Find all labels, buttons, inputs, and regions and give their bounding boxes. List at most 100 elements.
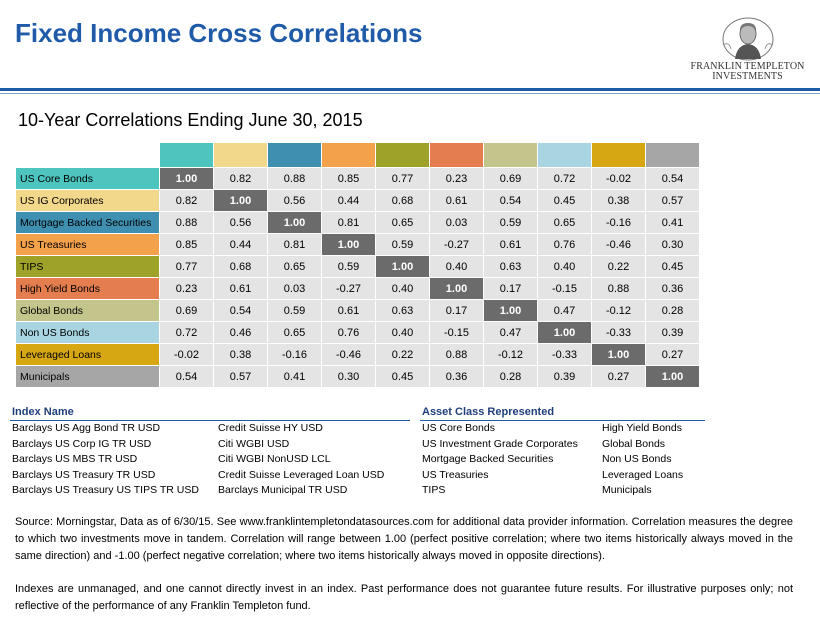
correlation-matrix: US Core Bonds 1.00 0.82 0.88 0.85 0.77 0.23 0.6… — [15, 142, 700, 388]
row-label: TIPS — [15, 255, 160, 278]
correlation-cell: -0.46 — [321, 343, 376, 366]
asset-class-item: US Treasuries — [422, 468, 489, 481]
correlation-cell: 0.69 — [159, 299, 214, 322]
correlation-cell: 0.68 — [213, 255, 268, 278]
row-label: Leveraged Loans — [15, 343, 160, 366]
index-name-item: Barclays US Corp IG TR USD — [12, 437, 152, 450]
correlation-cell: -0.02 — [159, 343, 214, 366]
asset-class-heading: Asset Class Represented — [422, 406, 555, 418]
correlation-cell: 0.59 — [483, 211, 538, 234]
correlation-cell: 0.17 — [483, 277, 538, 300]
asset-class-item: US Core Bonds — [422, 422, 495, 434]
source-note: Source: Morningstar, Data as of 6/30/15.… — [15, 516, 793, 562]
column-color-header — [159, 142, 214, 168]
correlation-cell: 0.30 — [645, 233, 700, 256]
correlation-cell: 0.40 — [375, 321, 430, 344]
diagonal-cell: 1.00 — [267, 211, 322, 234]
asset-class-item: TIPS — [422, 484, 446, 497]
correlation-cell: 0.61 — [213, 277, 268, 300]
correlation-cell: 0.82 — [159, 189, 214, 212]
correlation-cell: 0.23 — [159, 277, 214, 300]
row-label: High Yield Bonds — [15, 277, 160, 300]
correlation-cell: -0.46 — [591, 233, 646, 256]
correlation-cell: 0.77 — [159, 255, 214, 278]
row-label: US IG Corporates — [15, 189, 160, 212]
column-color-header — [321, 142, 376, 168]
index-name-item: Barclays US MBS TR USD — [12, 453, 138, 466]
matrix-row: Mortgage Backed Securities 0.88 0.56 1.00 0.… — [15, 211, 700, 234]
correlation-cell: 0.47 — [483, 321, 538, 344]
asset-class-item: Non US Bonds — [602, 453, 672, 466]
correlation-cell: 0.30 — [321, 365, 376, 388]
correlation-cell: -0.15 — [537, 277, 592, 300]
correlation-cell: 0.72 — [537, 167, 592, 190]
index-name-item: Citi WGBI USD — [218, 437, 290, 450]
correlation-cell: 0.54 — [645, 167, 700, 190]
correlation-cell: 0.28 — [483, 365, 538, 388]
correlation-cell: 0.69 — [483, 167, 538, 190]
matrix-row: Leveraged Loans -0.02 0.38 -0.16 -0.46 0.22 0.… — [15, 343, 700, 366]
correlation-cell: 0.63 — [483, 255, 538, 278]
correlation-cell: 0.17 — [429, 299, 484, 322]
asset-class-rule — [420, 420, 705, 421]
matrix-row: US Treasuries 0.85 0.44 0.81 1.00 0.59 -0.27 0.… — [15, 233, 700, 256]
index-name-item: Barclays US Treasury US TIPS TR USD — [12, 484, 199, 497]
correlation-cell: 0.40 — [429, 255, 484, 278]
correlation-cell: 0.36 — [645, 277, 700, 300]
correlation-cell: 0.56 — [213, 211, 268, 234]
column-color-header — [267, 142, 322, 168]
correlation-cell: -0.02 — [591, 167, 646, 190]
correlation-cell: 0.40 — [375, 277, 430, 300]
diagonal-cell: 1.00 — [591, 343, 646, 366]
correlation-cell: 0.81 — [267, 233, 322, 256]
asset-class-item: High Yield Bonds — [602, 422, 682, 434]
correlation-cell: 0.28 — [645, 299, 700, 322]
index-name-item: Citi WGBI NonUSD LCL — [218, 453, 331, 466]
diagonal-cell: 1.00 — [483, 299, 538, 322]
asset-class-item: Leveraged Loans — [602, 468, 684, 481]
correlation-cell: 0.22 — [375, 343, 430, 366]
correlation-cell: 0.65 — [267, 321, 322, 344]
correlation-cell: 0.61 — [483, 233, 538, 256]
matrix-row: US IG Corporates 0.82 1.00 0.56 0.44 0.68 0.61… — [15, 189, 700, 212]
correlation-cell: 0.38 — [591, 189, 646, 212]
correlation-cell: 0.39 — [645, 321, 700, 344]
matrix-row: US Core Bonds 1.00 0.82 0.88 0.85 0.77 0.23 0.6… — [15, 167, 700, 190]
correlation-cell: -0.16 — [591, 211, 646, 234]
correlation-cell: 0.63 — [375, 299, 430, 322]
matrix-row: Municipals 0.54 0.57 0.41 0.30 0.45 0.36 0.28 0.… — [15, 365, 700, 388]
correlation-cell: 0.38 — [213, 343, 268, 366]
index-name-heading: Index Name — [12, 406, 74, 418]
row-label: Non US Bonds — [15, 321, 160, 344]
column-color-header — [645, 142, 700, 168]
matrix-row: High Yield Bonds 0.23 0.61 0.03 -0.27 0.40 1.0… — [15, 277, 700, 300]
row-label: US Treasuries — [15, 233, 160, 256]
correlation-cell: 0.61 — [321, 299, 376, 322]
correlation-cell: 0.27 — [591, 365, 646, 388]
correlation-cell: 0.82 — [213, 167, 268, 190]
correlation-cell: 0.45 — [645, 255, 700, 278]
index-name-item: Barclays Municipal TR USD — [218, 484, 348, 497]
diagonal-cell: 1.00 — [321, 233, 376, 256]
disclaimer-note: Indexes are unmanaged, and one cannot di… — [15, 583, 793, 612]
column-color-header — [213, 142, 268, 168]
correlation-cell: 0.85 — [321, 167, 376, 190]
diagonal-cell: 1.00 — [537, 321, 592, 344]
correlation-cell: 0.56 — [267, 189, 322, 212]
correlation-cell: 0.81 — [321, 211, 376, 234]
column-color-header — [591, 142, 646, 168]
correlation-cell: 0.88 — [267, 167, 322, 190]
index-name-item: Barclays US Treasury TR USD — [12, 468, 156, 481]
correlation-cell: 0.03 — [267, 277, 322, 300]
correlation-cell: 0.41 — [267, 365, 322, 388]
asset-class-list-2: High Yield Bonds Global Bonds Non US Bonds… — [602, 421, 683, 499]
matrix-subtitle: 10-Year Correlations Ending June 30, 201… — [18, 110, 363, 130]
correlation-cell: 0.54 — [159, 365, 214, 388]
diagonal-cell: 1.00 — [213, 189, 268, 212]
correlation-cell: 0.68 — [375, 189, 430, 212]
correlation-cell: 0.44 — [321, 189, 376, 212]
correlation-cell: 0.03 — [429, 211, 484, 234]
correlation-cell: -0.15 — [429, 321, 484, 344]
diagonal-cell: 1.00 — [429, 277, 484, 300]
index-name-item: Credit Suisse HY USD — [218, 422, 323, 434]
